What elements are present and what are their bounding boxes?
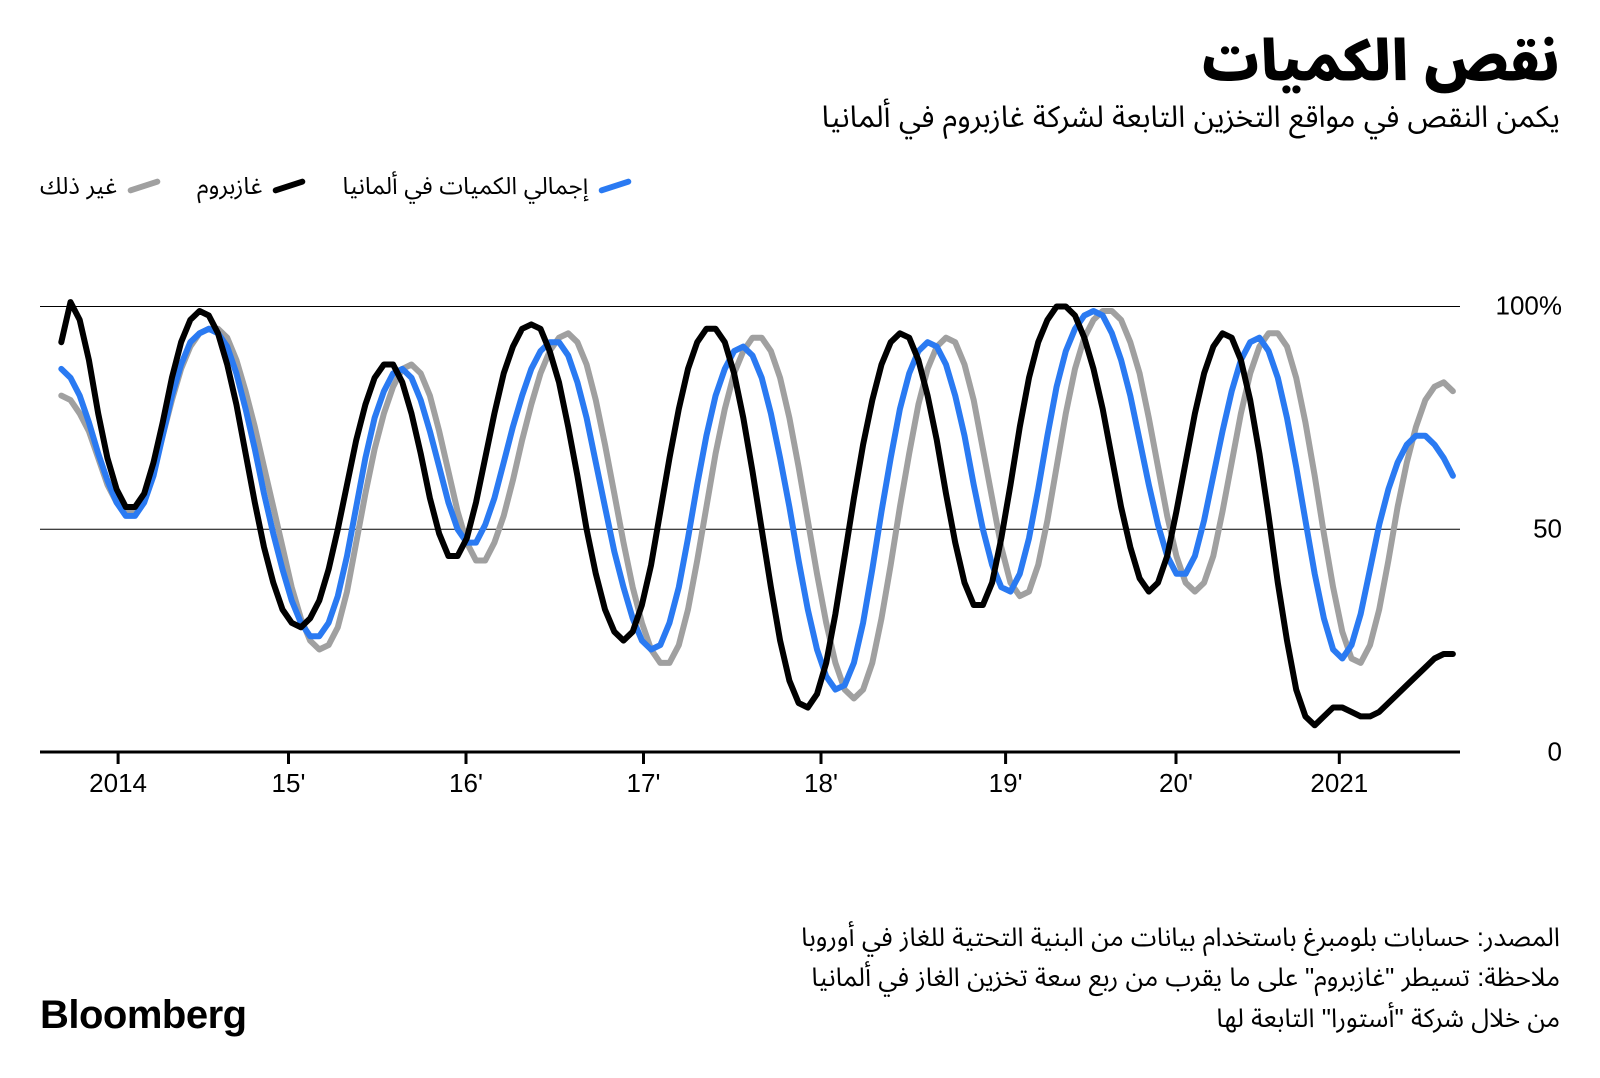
legend-swatch-gazprom: [272, 178, 306, 194]
x-tick-label: '16: [449, 768, 483, 799]
x-tick-label: 2021: [1310, 768, 1368, 799]
x-tick-label: '20: [1159, 768, 1193, 799]
footer-notes: المصدر: حسابات بلومبرغ باستخدام بيانات م…: [801, 917, 1560, 1038]
page-subtitle: يكمن النقص في مواقع التخزين التابعة لشرك…: [40, 98, 1560, 137]
footer-source: المصدر: حسابات بلومبرغ باستخدام بيانات م…: [801, 917, 1560, 957]
x-tick-label: '15: [272, 768, 306, 799]
x-tick-label: 2014: [89, 768, 147, 799]
chart: 100%5002014'15'16'17'18'19'202021: [40, 232, 1560, 792]
legend-item-other: غير ذلك: [40, 161, 161, 212]
legend: إجمالي الكميات في ألمانيا غازبروم غير ذل…: [40, 161, 1560, 212]
brand-logo: Bloomberg: [40, 993, 247, 1038]
y-tick-label: 0: [1548, 736, 1562, 767]
footer-note-2: من خلال شركة "أستورا" التابعة لها: [801, 998, 1560, 1038]
legend-item-total: إجمالي الكميات في ألمانيا: [342, 161, 632, 212]
legend-item-gazprom: غازبروم: [197, 161, 306, 212]
legend-swatch-other: [127, 178, 161, 194]
legend-label-gazprom: غازبروم: [197, 161, 262, 212]
x-tick-label: '17: [627, 768, 661, 799]
y-tick-label: 50: [1533, 513, 1562, 544]
x-tick-label: '19: [989, 768, 1023, 799]
y-tick-label: 100%: [1496, 291, 1563, 322]
legend-swatch-total: [598, 178, 632, 194]
x-tick-label: '18: [804, 768, 838, 799]
footer-note-1: ملاحظة: تسيطر "غازبروم" على ما يقرب من ر…: [801, 957, 1560, 997]
legend-label-other: غير ذلك: [40, 161, 117, 212]
legend-label-total: إجمالي الكميات في ألمانيا: [342, 161, 588, 212]
page-title: نقص الكميات: [40, 30, 1560, 92]
